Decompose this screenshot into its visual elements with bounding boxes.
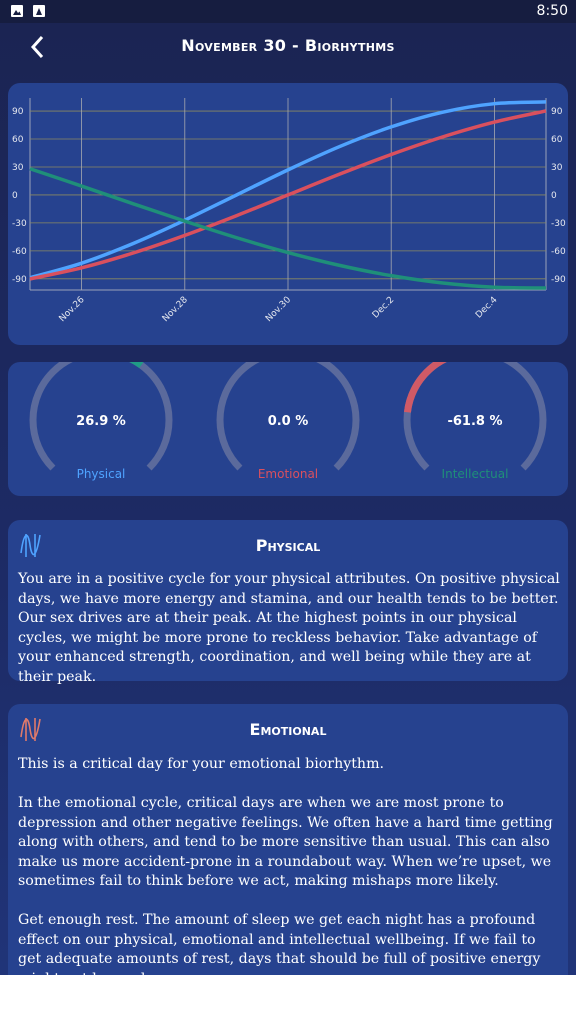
gauges: 26.9 % Physical 0.0 % Emotional -61.8 % Intel…	[29, 348, 547, 481]
x-tick-label: Nov.26	[58, 295, 87, 324]
card-body: You are in a positive cycle for your phy…	[18, 570, 562, 707]
emotional-card: Emotional This is a critical day for you…	[8, 704, 568, 975]
y2-tick-label: 60	[551, 135, 563, 145]
y-tick-label: -90	[12, 275, 27, 285]
paragraph: This is a critical day for your emotiona…	[18, 756, 385, 772]
physical-card: Physical You are in a positive cycle for…	[8, 520, 568, 685]
y-tick-label: -60	[12, 247, 27, 257]
gauge-name: Physical	[77, 467, 126, 481]
y2-tick-label: 0	[551, 191, 557, 201]
paragraph: Get enough rest. The amount of sleep we …	[18, 912, 541, 975]
series-line	[29, 109, 547, 281]
gauge-value: -61.8 %	[447, 414, 502, 429]
wave-icon	[20, 718, 41, 741]
gauge-name: Intellectual	[442, 467, 509, 481]
card-title: Physical	[255, 536, 321, 555]
gauge-fill	[100, 348, 144, 369]
gauge-name: Emotional	[258, 467, 318, 481]
x-tick-label: Nov.28	[161, 295, 190, 324]
gauge-fill	[403, 348, 476, 413]
y2-tick-label: -60	[551, 247, 566, 257]
back-button[interactable]	[24, 32, 54, 62]
chart: -90 -90 -60 -60 -30 -30 0 0 30 30 60 60 90 90 Nov.26 No…	[12, 98, 566, 324]
x-tick-label: Dec.2	[371, 295, 396, 320]
y-tick-label: 0	[12, 191, 18, 201]
app: 8:50 November 30 - Biorhythms -90 -90 -60-…	[0, 0, 576, 975]
y2-tick-label: -90	[551, 275, 566, 285]
page-title: November 30 - Biorhythms	[181, 36, 395, 55]
y-tick-label: 60	[12, 135, 24, 145]
status-icons	[11, 5, 45, 17]
y-tick-label: 30	[12, 163, 24, 173]
series-line	[29, 167, 547, 290]
wave-icon	[20, 534, 41, 557]
x-tick-label: Dec.4	[474, 295, 500, 321]
series-line	[29, 100, 547, 280]
clock: 8:50	[536, 3, 568, 19]
gauge-card: 26.9 % Physical 0.0 % Emotional -61.8 % Intel…	[8, 348, 568, 496]
paragraph: You are in a positive cycle for your phy…	[18, 571, 560, 685]
y-tick-label: 90	[12, 107, 24, 117]
gauge-value: 26.9 %	[76, 414, 126, 429]
y2-tick-label: -30	[551, 219, 566, 229]
y2-tick-label: 90	[551, 107, 563, 117]
y-tick-label: -30	[12, 219, 27, 229]
chart-card: -90 -90 -60 -60 -30 -30 0 0 30 30 60 60 90 90 Nov.26 No…	[8, 83, 568, 345]
gauge-value: 0.0 %	[268, 414, 309, 429]
paragraph: In the emotional cycle, critical days ar…	[18, 795, 553, 889]
y2-tick-label: 30	[551, 163, 563, 173]
status-bar: 8:50	[0, 0, 576, 23]
x-tick-label: Nov.30	[264, 295, 293, 324]
card-title: Emotional	[249, 720, 327, 739]
card-body: This is a critical day for your emotiona…	[18, 755, 562, 975]
